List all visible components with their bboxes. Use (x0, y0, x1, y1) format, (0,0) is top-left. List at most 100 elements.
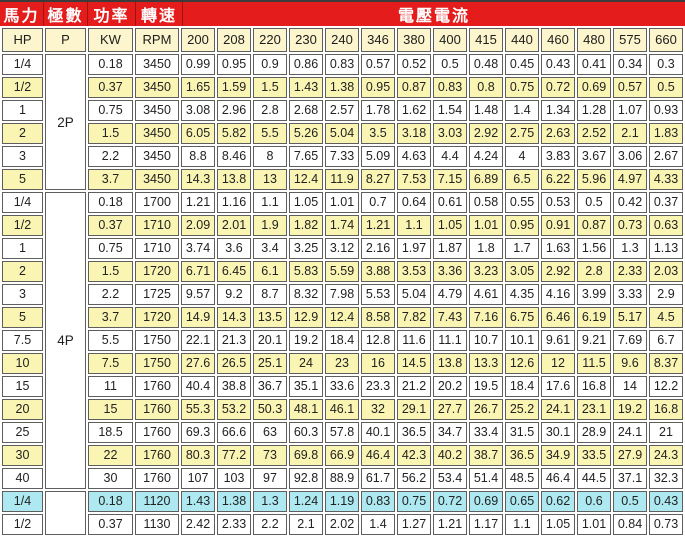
column-header-208: 208 (217, 28, 251, 52)
current-cell-208v: 1.38 (217, 491, 251, 512)
current-cell-660v: 0.37 (649, 192, 683, 213)
current-cell-208v: 8.46 (217, 146, 251, 167)
rpm-cell: 3450 (135, 100, 179, 121)
pole-cell: 4P (45, 192, 86, 489)
current-cell-415v: 2.92 (469, 123, 503, 144)
current-cell-460v: 9.61 (541, 330, 575, 351)
current-cell-460v: 3.83 (541, 146, 575, 167)
title-voltage-current: 電壓電流 (397, 8, 470, 25)
current-cell-208v: 38.8 (217, 376, 251, 397)
current-cell-220v: 36.7 (253, 376, 287, 397)
current-cell-480v: 2.52 (577, 123, 611, 144)
current-cell-380v: 3.18 (397, 123, 431, 144)
current-cell-460v: 4.16 (541, 284, 575, 305)
current-cell-480v: 2.8 (577, 261, 611, 282)
current-cell-380v: 4.63 (397, 146, 431, 167)
rpm-cell: 1725 (135, 284, 179, 305)
current-cell-380v: 7.82 (397, 307, 431, 328)
rpm-cell: 1130 (135, 514, 179, 535)
current-cell-400v: 3.03 (433, 123, 467, 144)
column-header-415: 415 (469, 28, 503, 52)
column-header-kw: KW (88, 28, 133, 52)
current-cell-380v: 11.6 (397, 330, 431, 351)
column-header-346: 346 (361, 28, 395, 52)
column-header-hp: HP (2, 28, 43, 52)
current-cell-660v: 2.67 (649, 146, 683, 167)
rpm-cell: 1760 (135, 468, 179, 489)
current-cell-575v: 27.9 (613, 445, 647, 466)
current-cell-230v: 0.86 (289, 54, 323, 75)
column-header-575: 575 (613, 28, 647, 52)
current-cell-230v: 5.26 (289, 123, 323, 144)
current-cell-220v: 1.5 (253, 77, 287, 98)
hp-cell: 2 (2, 123, 43, 144)
kw-cell: 2.2 (88, 284, 133, 305)
hp-cell: 2 (2, 261, 43, 282)
current-cell-440v: 48.5 (505, 468, 539, 489)
current-cell-200v: 107 (181, 468, 215, 489)
current-cell-660v: 32.3 (649, 468, 683, 489)
current-cell-200v: 6.71 (181, 261, 215, 282)
current-cell-220v: 13.5 (253, 307, 287, 328)
current-cell-346v: 0.7 (361, 192, 395, 213)
current-cell-480v: 0.69 (577, 77, 611, 98)
current-cell-346v: 0.95 (361, 77, 395, 98)
column-header-460: 460 (541, 28, 575, 52)
kw-cell: 5.5 (88, 330, 133, 351)
current-cell-230v: 8.32 (289, 284, 323, 305)
rpm-cell: 3450 (135, 146, 179, 167)
current-cell-220v: 73 (253, 445, 287, 466)
current-cell-575v: 14 (613, 376, 647, 397)
kw-cell: 3.7 (88, 169, 133, 190)
kw-cell: 1.5 (88, 261, 133, 282)
table-title-band: 馬力 極數 功率 轉速 電壓電流 (0, 0, 685, 26)
current-cell-440v: 0.65 (505, 491, 539, 512)
table-row: 1/2 0.37 1710 2.09 2.01 1.9 1.82 1.74 1.21 1.1 1.0… (2, 215, 683, 236)
title-speed: 轉速 (136, 2, 183, 26)
current-cell-575v: 0.57 (613, 77, 647, 98)
current-cell-440v: 31.5 (505, 422, 539, 443)
table-row: 1 0.75 1710 3.74 3.6 3.4 3.25 3.12 2.16 1.97 1.87 1… (2, 238, 683, 259)
table-row: 1/4 2P 0.18 3450 0.99 0.95 0.9 0.86 0.83 0.57 0.52… (2, 54, 683, 190)
current-cell-230v: 12.4 (289, 169, 323, 190)
current-cell-415v: 0.69 (469, 491, 503, 512)
hp-cell: 3 (2, 284, 43, 305)
current-cell-440v: 18.4 (505, 376, 539, 397)
current-cell-230v: 1.24 (289, 491, 323, 512)
kw-cell: 1.5 (88, 123, 133, 144)
current-cell-460v: 6.22 (541, 169, 575, 190)
table-row: 5 3.7 3450 14.3 13.8 13 12.4 11.9 8.27 7.53 7.15 6.… (2, 169, 683, 190)
current-cell-208v: 66.6 (217, 422, 251, 443)
current-cell-460v: 1.34 (541, 100, 575, 121)
current-cell-480v: 33.5 (577, 445, 611, 466)
current-cell-346v: 61.7 (361, 468, 395, 489)
rpm-cell: 1720 (135, 307, 179, 328)
current-cell-240v: 3.12 (325, 238, 359, 259)
current-cell-415v: 51.4 (469, 468, 503, 489)
current-cell-230v: 5.83 (289, 261, 323, 282)
current-cell-220v: 20.1 (253, 330, 287, 351)
current-cell-208v: 14.3 (217, 307, 251, 328)
hp-cell: 10 (2, 353, 43, 374)
current-cell-240v: 18.4 (325, 330, 359, 351)
current-cell-220v: 6.1 (253, 261, 287, 282)
table-row: 20 15 1760 55.3 53.2 50.3 48.1 46.1 32 29.1 27.7 26… (2, 399, 683, 420)
current-cell-480v: 1.28 (577, 100, 611, 121)
kw-cell: 3.7 (88, 307, 133, 328)
table-row: 3 2.2 3450 8.8 8.46 8 7.65 7.33 5.09 4.63 4.4 4.24 4… (2, 146, 683, 167)
column-header-row: HP P KW RPM 200 208 220 230 240 346 380 400 415 440 46… (2, 28, 683, 52)
current-cell-208v: 21.3 (217, 330, 251, 351)
current-cell-200v: 3.08 (181, 100, 215, 121)
current-cell-240v: 1.01 (325, 192, 359, 213)
current-cell-208v: 77.2 (217, 445, 251, 466)
current-cell-415v: 26.7 (469, 399, 503, 420)
current-cell-346v: 0.83 (361, 491, 395, 512)
current-cell-240v: 1.19 (325, 491, 359, 512)
current-cell-200v: 6.05 (181, 123, 215, 144)
current-cell-400v: 1.54 (433, 100, 467, 121)
current-cell-660v: 24.3 (649, 445, 683, 466)
current-cell-440v: 0.95 (505, 215, 539, 236)
current-cell-240v: 57.8 (325, 422, 359, 443)
current-cell-380v: 1.62 (397, 100, 431, 121)
